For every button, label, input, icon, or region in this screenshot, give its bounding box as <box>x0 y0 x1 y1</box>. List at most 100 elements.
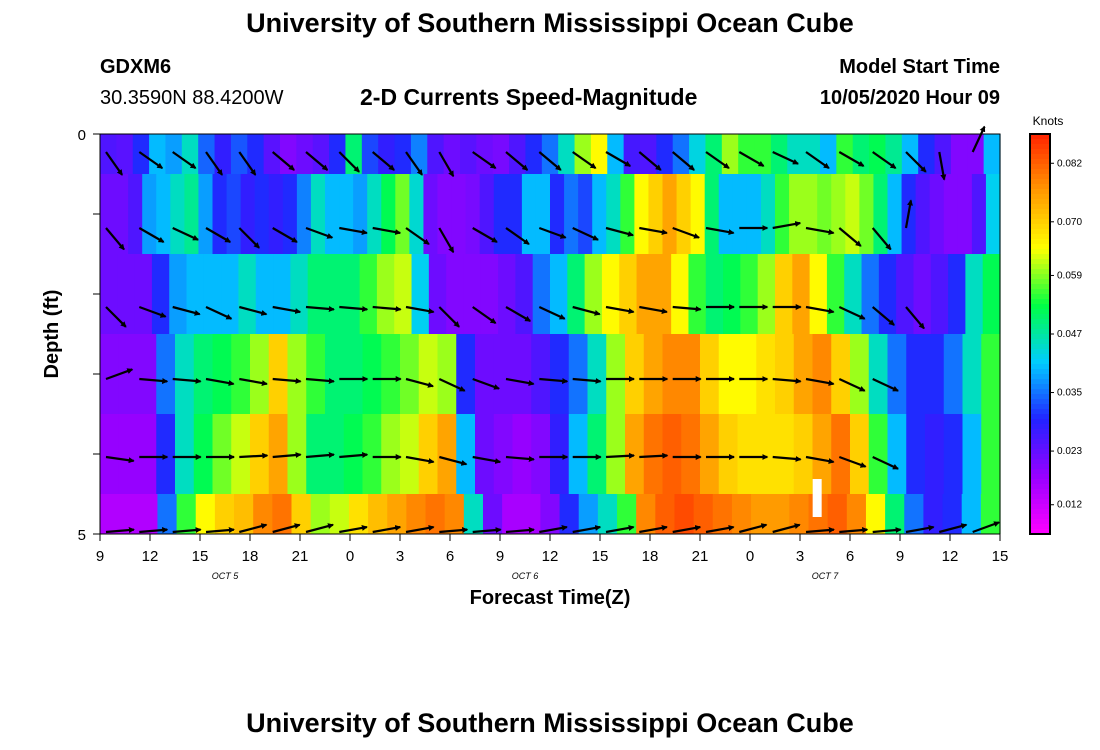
current-vector-arrow <box>605 151 632 167</box>
heatmap-cell <box>221 254 240 334</box>
current-vector-arrow <box>272 377 302 384</box>
current-vector-arrow <box>405 227 430 245</box>
heatmap-cell <box>418 414 439 494</box>
heatmap-cell <box>982 254 1001 334</box>
heatmap-cell <box>214 134 232 174</box>
current-vector-arrow <box>472 151 497 169</box>
colorbar-swatch <box>1030 259 1050 265</box>
heatmap-cell <box>493 414 514 494</box>
heatmap-cell <box>943 414 964 494</box>
heatmap-cell <box>906 334 926 414</box>
heatmap-cell <box>451 174 467 254</box>
current-vector-arrow <box>205 306 233 320</box>
colorbar-swatch <box>1030 524 1050 530</box>
heatmap-cell <box>156 334 176 414</box>
heatmap-cell <box>712 494 733 534</box>
current-vector-arrow <box>805 527 835 534</box>
heatmap-cell <box>878 254 897 334</box>
current-vector-arrow <box>139 377 169 384</box>
current-vector-arrow <box>438 378 466 392</box>
heatmap-cell <box>861 254 880 334</box>
heatmap-cell <box>310 494 331 534</box>
colorbar-swatch <box>1030 309 1050 315</box>
colorbar-swatch <box>1030 284 1050 290</box>
heatmap-cell <box>255 254 274 334</box>
current-vector-arrow <box>372 305 402 312</box>
current-vector-arrow <box>872 456 899 470</box>
current-vector-arrow <box>639 452 669 459</box>
heatmap-cell <box>342 254 361 334</box>
current-vector-arrow <box>305 377 335 384</box>
current-vector-arrow <box>739 523 768 534</box>
heatmap-cell <box>689 134 707 174</box>
heatmap-cell <box>787 134 805 174</box>
heatmap-cell <box>918 134 936 174</box>
heatmap-cell <box>925 414 945 494</box>
current-vector-arrow <box>371 151 395 171</box>
heatmap-cell <box>564 174 579 254</box>
colorbar-swatch <box>1030 274 1050 280</box>
current-vector-arrow <box>238 227 260 249</box>
current-vector-arrow <box>305 151 329 171</box>
colorbar-swatch <box>1030 329 1050 335</box>
heatmap-cell <box>118 414 139 494</box>
heatmap-cell <box>343 414 364 494</box>
heatmap-cell <box>176 494 197 534</box>
colorbar-swatch <box>1030 179 1050 185</box>
current-vector-arrow <box>538 306 566 320</box>
heatmap-cell <box>606 174 621 254</box>
colorbar-unit: Knots <box>1033 114 1064 128</box>
heatmap-cell <box>925 334 945 414</box>
heatmap-cell <box>896 254 915 334</box>
current-vector-arrow <box>405 151 423 176</box>
current-vector-arrow <box>339 226 368 235</box>
heatmap-cell <box>584 254 603 334</box>
x-tick-label: 9 <box>896 548 904 565</box>
heatmap-cell <box>662 174 678 254</box>
heatmap-cell <box>981 414 1001 494</box>
heatmap-cell <box>636 494 656 534</box>
current-vector-arrow <box>272 523 301 534</box>
heatmap-cell <box>578 494 599 534</box>
current-vector-arrow <box>505 455 535 462</box>
heatmap-cell <box>268 334 289 414</box>
current-vector-arrow <box>138 305 167 318</box>
heatmap-cell <box>134 254 153 334</box>
heatmap-cell <box>770 494 790 534</box>
heatmap-cell <box>737 414 757 494</box>
current-vector-arrow <box>572 151 597 169</box>
heatmap-cell <box>809 254 828 334</box>
heatmap-cell <box>700 334 720 414</box>
heatmap-cell <box>531 414 551 494</box>
heatmap-cell <box>550 174 565 254</box>
heatmap-cell <box>475 414 495 494</box>
heatmap-cell <box>740 254 759 334</box>
heatmap-cell <box>746 174 762 254</box>
colorbar-swatch <box>1030 399 1050 405</box>
current-vector-arrow <box>239 377 268 386</box>
heatmap-cell <box>118 334 139 414</box>
current-vector-arrow <box>539 525 568 534</box>
x-date-label: OCT 7 <box>812 571 839 581</box>
heatmap-cell <box>306 414 326 494</box>
x-tick-label: 15 <box>192 548 209 565</box>
colorbar-swatch <box>1030 489 1050 495</box>
x-tick-label: 9 <box>96 548 104 565</box>
colorbar-tick-label: 0.047 <box>1057 329 1082 340</box>
colorbar-swatch <box>1030 304 1050 310</box>
heatmap-cell <box>532 254 551 334</box>
heatmap-cell <box>515 254 534 334</box>
heatmap-cell <box>482 494 503 534</box>
x-tick-label: 0 <box>746 548 754 565</box>
heatmap-cell <box>329 134 347 174</box>
current-vector-arrow <box>572 377 602 384</box>
current-vector-arrow <box>672 525 702 534</box>
heatmap-cell <box>705 254 724 334</box>
current-vector-arrow <box>205 227 232 243</box>
current-vector-arrow <box>838 227 862 247</box>
heatmap-cell <box>757 254 776 334</box>
station-id: GDXM6 <box>100 56 172 78</box>
colorbar-tick-label: 0.059 <box>1057 270 1082 281</box>
colorbar-swatch <box>1030 374 1050 380</box>
colorbar-swatch <box>1030 134 1050 140</box>
